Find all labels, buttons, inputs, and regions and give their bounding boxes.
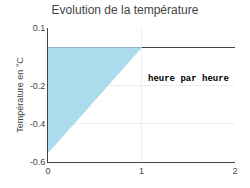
svg-text:2: 2 [232, 166, 237, 176]
svg-text:Evolution de la température: Evolution de la température [52, 3, 199, 17]
svg-text:0: 0 [45, 166, 50, 176]
svg-text:-0.6: -0.6 [30, 157, 46, 167]
svg-text:-0.2: -0.2 [30, 81, 46, 91]
svg-text:1: 1 [139, 166, 144, 176]
svg-text:-0.4: -0.4 [30, 119, 46, 129]
svg-text:Température en °C: Température en °C [15, 57, 25, 133]
svg-text:0.1: 0.1 [33, 23, 46, 33]
svg-text:heure par heure: heure par heure [148, 74, 229, 84]
